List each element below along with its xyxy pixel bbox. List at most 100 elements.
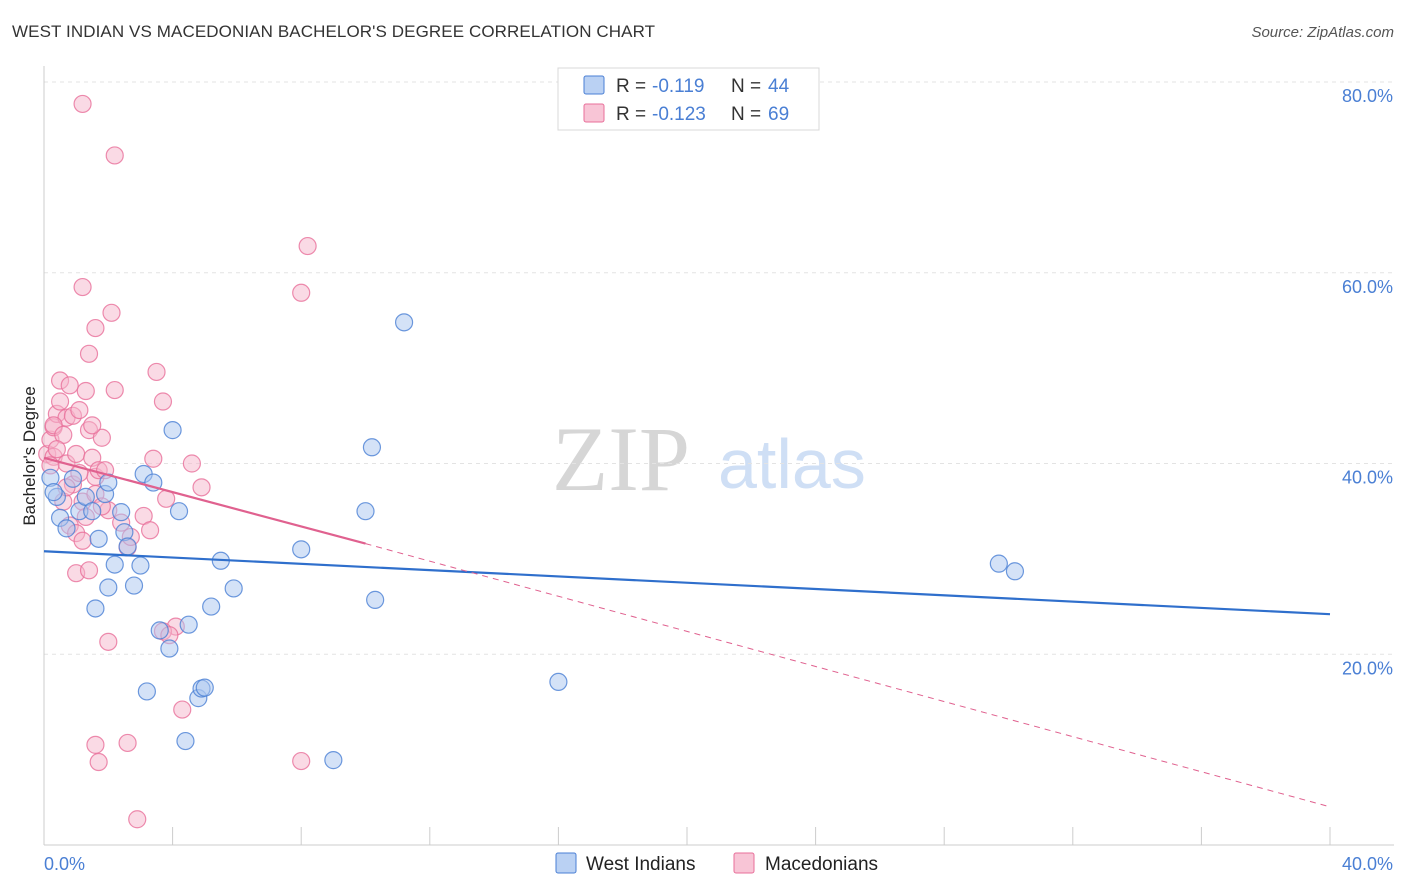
x-tick-label: 0.0%	[44, 854, 85, 874]
west-indians-point	[989, 554, 1008, 573]
gridlines	[44, 81, 1394, 655]
legend-r-value: -0.119	[652, 76, 704, 97]
series-legend: West Indians Macedonians	[555, 852, 878, 875]
west-indians-point	[394, 313, 414, 332]
legend-n-value: 69	[768, 104, 789, 125]
macedonians-point	[70, 400, 89, 420]
macedonians-point	[99, 632, 118, 651]
macedonians-trend-extension	[365, 543, 1331, 808]
west-indians-point	[86, 599, 105, 618]
macedonians-point	[79, 344, 99, 363]
y-axis-title: Bachelor's Degree	[20, 386, 39, 525]
macedonians-point	[73, 277, 92, 297]
macedonians-point	[144, 449, 163, 468]
west-indians-point	[176, 731, 195, 751]
west-indians-point	[105, 555, 124, 574]
west-indians-point	[366, 590, 385, 609]
west-indians-trend-line	[43, 550, 1331, 616]
legend-swatch-macedonians	[583, 103, 605, 123]
macedonians-point	[76, 381, 95, 401]
legend-n-label: N =	[731, 76, 761, 97]
west-indians-point	[1005, 562, 1025, 581]
west-indians-point	[83, 502, 102, 521]
macedonians-point	[83, 416, 102, 435]
west-indians-point	[549, 672, 568, 692]
chart-title: WEST INDIAN VS MACEDONIAN BACHELOR'S DEG…	[12, 22, 656, 41]
west-indians-point	[160, 639, 179, 658]
y-tick-label: 20.0%	[1342, 658, 1393, 678]
west-indians-point	[356, 502, 375, 521]
macedonians-point	[67, 444, 86, 464]
source-credit: Source: ZipAtlas.com	[1251, 24, 1394, 41]
y-tick-label: 60.0%	[1342, 277, 1393, 297]
y-tick-label: 80.0%	[1342, 86, 1393, 106]
macedonians-point	[128, 810, 147, 829]
west-indians-point	[324, 751, 343, 770]
macedonians-point	[153, 392, 173, 411]
west-indians-point	[202, 597, 221, 616]
west-indians-point	[118, 537, 137, 556]
west-indians-point	[163, 421, 182, 440]
series-legend-swatch-macedonians	[733, 852, 755, 874]
macedonians-point	[182, 454, 201, 473]
series-legend-swatch-west-indians	[555, 852, 577, 874]
legend-n-label: N =	[731, 104, 761, 125]
west-indians-point	[179, 615, 198, 634]
west-indians-point	[89, 529, 108, 548]
macedonians-point	[192, 478, 211, 497]
legend-r-value: -0.123	[652, 104, 706, 125]
x-tick-labels: 0.0% 40.0%	[44, 854, 1393, 874]
macedonians-point	[73, 531, 92, 550]
west-indians-point	[137, 682, 156, 701]
macedonians-points	[38, 94, 317, 829]
legend-swatch-west-indians	[583, 75, 605, 95]
west-indians-point	[57, 519, 76, 538]
stats-legend: R = -0.119 N = 44 R = -0.123 N = 69	[557, 67, 820, 131]
west-indians-point	[224, 579, 243, 598]
macedonians-point	[292, 751, 311, 771]
macedonians-point	[118, 733, 137, 753]
west-indians-point	[44, 483, 63, 502]
macedonians-point	[140, 521, 160, 540]
macedonians-point	[50, 392, 70, 411]
west-indians-point	[150, 621, 169, 640]
macedonians-point	[47, 440, 66, 459]
y-tick-labels: 20.0% 40.0% 60.0% 80.0%	[1342, 86, 1393, 678]
series-legend-macedonians: Macedonians	[765, 854, 878, 875]
west-indians-point	[169, 502, 189, 521]
watermark-zip: ZIP	[552, 408, 690, 510]
macedonians-point	[298, 236, 317, 256]
series-legend-west-indians: West Indians	[586, 854, 695, 875]
west-indians-points	[41, 313, 1025, 770]
trend-lines	[43, 456, 1331, 808]
x-tick-label: 40.0%	[1342, 854, 1393, 874]
legend-r-label: R =	[616, 76, 646, 97]
watermark: ZIP atlas	[552, 408, 866, 510]
macedonians-point	[92, 428, 111, 447]
west-indians-point	[131, 556, 150, 575]
macedonians-point	[173, 700, 192, 719]
macedonians-point	[105, 146, 124, 165]
macedonians-point	[73, 94, 92, 114]
west-indians-point	[99, 578, 118, 597]
west-indians-point	[112, 503, 131, 522]
macedonians-trend-line	[43, 456, 366, 545]
west-indians-point	[292, 540, 311, 559]
macedonians-point	[105, 380, 124, 400]
y-tick-label: 40.0%	[1342, 468, 1393, 488]
macedonians-point	[102, 303, 121, 322]
west-indians-point	[195, 678, 214, 697]
macedonians-point	[60, 376, 79, 395]
legend-n-value: 44	[768, 76, 790, 97]
macedonians-point	[86, 318, 105, 338]
macedonians-point	[89, 752, 108, 772]
macedonians-point	[86, 735, 105, 754]
macedonians-point	[79, 561, 99, 580]
macedonians-point	[147, 362, 166, 382]
west-indians-point	[63, 469, 83, 488]
west-indians-point	[362, 438, 382, 457]
legend-r-label: R =	[616, 104, 646, 125]
west-indians-point	[124, 576, 144, 595]
macedonians-point	[292, 283, 311, 302]
